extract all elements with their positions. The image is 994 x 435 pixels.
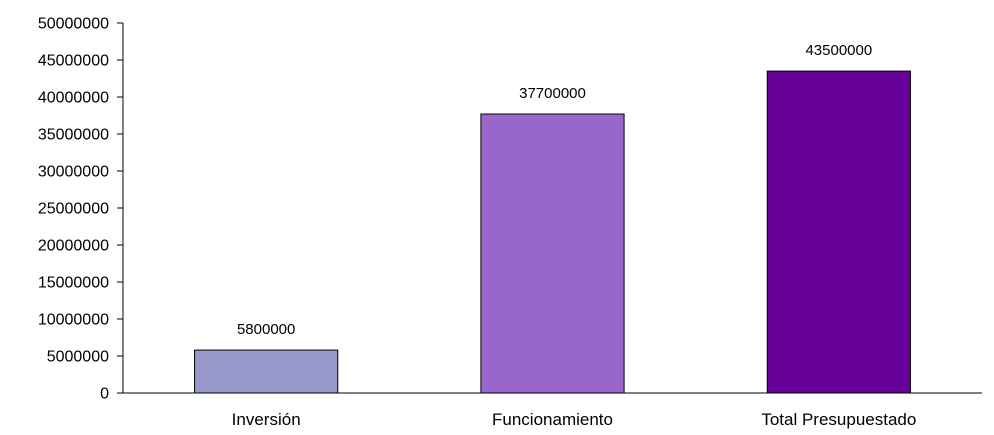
y-tick-label: 25000000 <box>38 201 109 218</box>
bar-1[interactable] <box>194 349 339 394</box>
x-category-label: Funcionamiento <box>492 410 613 429</box>
x-axis: Inversión Funcionamiento Total Presupuesta… <box>123 392 982 429</box>
x-category-label: Total Presupuestado <box>761 410 916 429</box>
y-tick-label: 30000000 <box>38 164 109 181</box>
y-tick-label: 35000000 <box>38 127 109 144</box>
data-label: 5800000 <box>237 321 295 338</box>
y-tick-label: 15000000 <box>38 275 109 292</box>
y-tick-label: 5000000 <box>47 349 109 366</box>
y-tick-label: 10000000 <box>38 312 109 329</box>
y-tick-label: 50000000 <box>38 16 109 33</box>
y-tick-label: 0 <box>100 386 109 403</box>
data-label: 37700000 <box>519 85 586 102</box>
bar-3[interactable] <box>766 70 911 394</box>
bar-2[interactable] <box>480 113 625 394</box>
data-labels-group: 5800000 37700000 43500000 <box>237 42 872 338</box>
y-tick-label: 20000000 <box>38 238 109 255</box>
y-tick-label: 40000000 <box>38 90 109 107</box>
data-label: 43500000 <box>805 42 872 59</box>
y-axis: 0 5000000 10000000 15000000 20000000 25000000… <box>38 16 124 403</box>
x-category-label: Inversión <box>232 410 301 429</box>
bars-group <box>194 70 911 394</box>
y-tick-label: 45000000 <box>38 53 109 70</box>
